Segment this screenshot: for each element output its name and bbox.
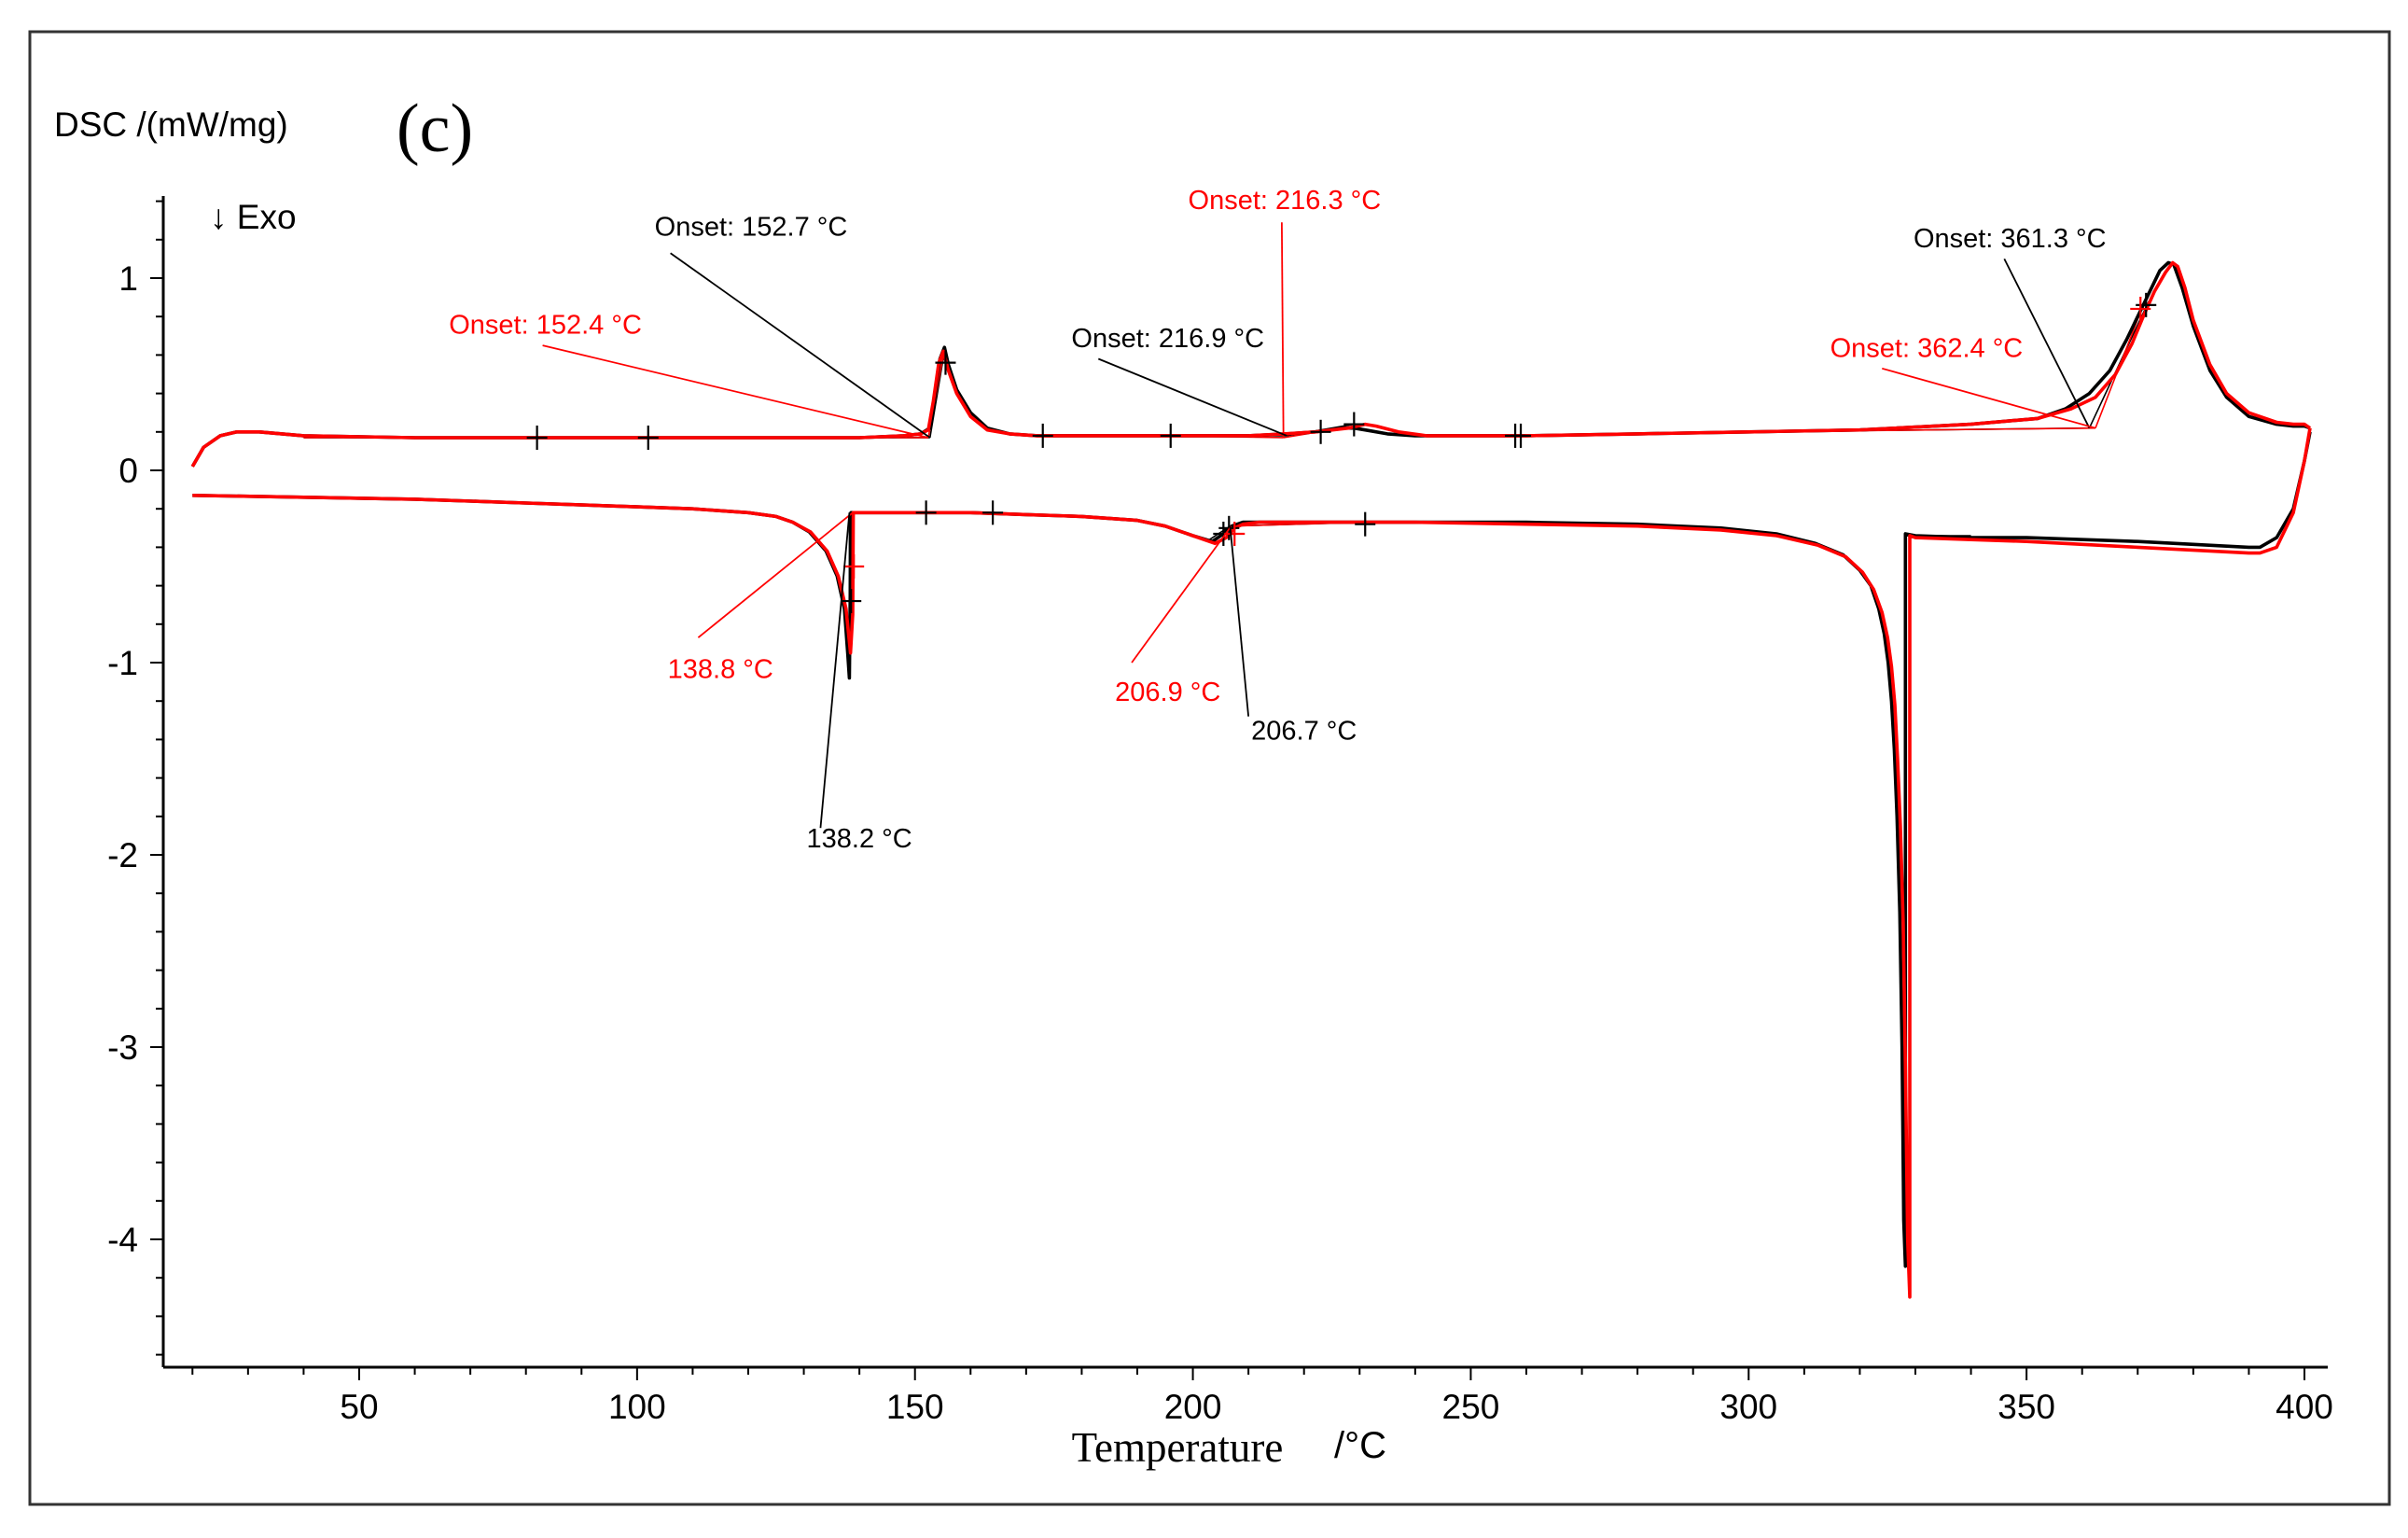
annotation-label: Onset: 362.4 °C bbox=[1830, 333, 2024, 363]
axes: 50 100 150 200 250 300 350 400 1 0 -1 -2 -3 -4 bbox=[107, 196, 2333, 1426]
x-tick-label: 150 bbox=[886, 1388, 944, 1426]
y-tick-label: -4 bbox=[107, 1221, 138, 1259]
exo-direction-label: ↓ Exo bbox=[210, 198, 297, 236]
annotation-label: Onset: 216.9 °C bbox=[1071, 324, 1264, 354]
annotation-label: Onset: 216.3 °C bbox=[1189, 186, 1382, 216]
annotation-label: 138.8 °C bbox=[668, 654, 773, 684]
x-axis-title: Temperature bbox=[1072, 1424, 1284, 1471]
annotations: Onset: 152.7 °C Onset: 152.4 °C Onset: 216… bbox=[449, 186, 2106, 854]
annotation-leader bbox=[2003, 258, 2091, 429]
series-layer bbox=[190, 260, 2312, 1299]
series-cooling-red bbox=[192, 427, 2312, 1299]
x-tick-label: 350 bbox=[1997, 1388, 2055, 1426]
annotation-label: Onset: 152.4 °C bbox=[449, 311, 642, 341]
outer-frame bbox=[28, 30, 2391, 1506]
annotation-label: Onset: 361.3 °C bbox=[1914, 224, 2107, 254]
y-tick-label: 1 bbox=[118, 259, 138, 298]
annotation-leader bbox=[1229, 525, 1250, 717]
annotation-leader bbox=[670, 252, 931, 439]
x-tick-label: 100 bbox=[608, 1388, 666, 1426]
annotation-leader bbox=[542, 344, 929, 439]
y-tick-label: -3 bbox=[107, 1028, 138, 1067]
series-heating-red bbox=[190, 260, 2312, 468]
x-axis-unit: /°C bbox=[1334, 1425, 1386, 1466]
cross-markers bbox=[526, 292, 2157, 614]
x-tick-label: 250 bbox=[1442, 1388, 1500, 1426]
y-tick-label: -1 bbox=[107, 644, 138, 682]
annotation-leader bbox=[1097, 357, 1288, 437]
annotation-label: 138.2 °C bbox=[807, 824, 912, 854]
annotation-leader bbox=[1882, 367, 2096, 429]
x-tick-label: 200 bbox=[1164, 1388, 1222, 1426]
x-tick-label: 300 bbox=[1719, 1388, 1777, 1426]
y-axis-title: DSC /(mW/mg) bbox=[54, 105, 288, 144]
annotation-leader bbox=[819, 512, 851, 829]
y-tick-label: 0 bbox=[118, 452, 138, 490]
annotation-label: Onset: 152.7 °C bbox=[655, 213, 848, 243]
panel-label: (c) bbox=[397, 91, 473, 167]
x-tick-label: 50 bbox=[340, 1388, 378, 1426]
x-tick-label: 400 bbox=[2276, 1388, 2333, 1426]
annotation-label: 206.7 °C bbox=[1251, 716, 1357, 746]
y-tick-label: -2 bbox=[107, 836, 138, 874]
annotation-leader bbox=[1131, 525, 1232, 664]
annotation-label: 206.9 °C bbox=[1115, 678, 1220, 707]
annotation-leader bbox=[1280, 222, 1285, 438]
annotation-leader bbox=[697, 511, 854, 638]
